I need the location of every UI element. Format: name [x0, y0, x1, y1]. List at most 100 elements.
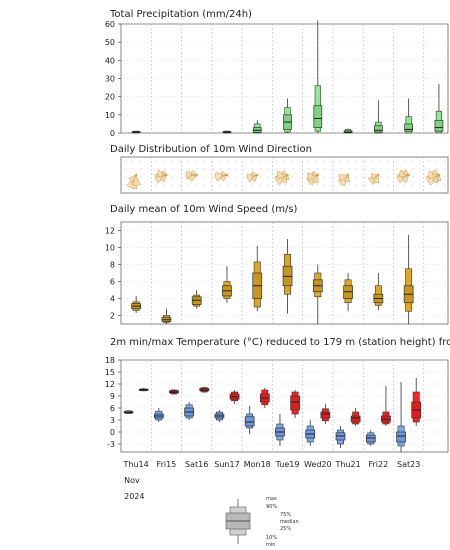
- p25-p75-box: [313, 105, 323, 128]
- bg-dot: [156, 168, 158, 170]
- p25-p75-box: [365, 434, 376, 443]
- y-tick-label: -3: [107, 440, 115, 449]
- bg-dot: [428, 184, 430, 186]
- rose-petal: [220, 174, 228, 182]
- box-9.5: [403, 234, 414, 324]
- bg-dot: [316, 160, 318, 162]
- rose-petal: [188, 174, 198, 182]
- bg-dot: [284, 184, 286, 186]
- panel-3: 2m min/max Temperature (°C) reduced to 1…: [105, 337, 450, 453]
- rose-center: [225, 173, 229, 177]
- y-tick-label: 8: [110, 261, 115, 270]
- bg-dot: [412, 176, 414, 178]
- y-tick-label: 18: [105, 356, 115, 365]
- box-10.5: [434, 83, 444, 134]
- rose-petal: [280, 174, 288, 184]
- rose-center: [377, 173, 380, 177]
- panel-title: Total Precipitation (mm/24h): [109, 9, 252, 20]
- day-label: Wed20: [304, 460, 332, 469]
- bg-dot: [308, 168, 310, 170]
- bg-dot: [292, 176, 294, 178]
- wind-rose-0: [126, 173, 141, 189]
- bg-dot: [172, 184, 174, 186]
- bg-dot: [396, 168, 398, 170]
- bg-dot: [140, 184, 142, 186]
- bg-dot: [180, 168, 182, 170]
- day-label: Tue19: [275, 460, 300, 469]
- bg-dot: [444, 176, 446, 178]
- bg-dot: [340, 160, 342, 162]
- bg-dot: [404, 184, 406, 186]
- bg-dot: [332, 184, 334, 186]
- bg-dot: [356, 184, 358, 186]
- bg-dot: [396, 160, 398, 162]
- bg-dot: [196, 160, 198, 162]
- day-label: Sat23: [397, 460, 420, 469]
- rose-petal: [276, 170, 289, 180]
- bg-dot: [388, 176, 390, 178]
- bg-dot: [292, 168, 294, 170]
- bg-dot: [420, 160, 422, 162]
- rose-petal: [432, 174, 440, 184]
- bg-dot: [324, 168, 326, 170]
- box-3.5: [222, 266, 232, 303]
- box-1.5: [161, 308, 172, 324]
- rose-center: [195, 173, 198, 177]
- y-tick-label: 10: [105, 111, 115, 120]
- box-1.75: [169, 389, 179, 395]
- y-tick-label: 50: [105, 38, 115, 47]
- bg-dot: [356, 160, 358, 162]
- box-3.5: [222, 130, 232, 134]
- bg-dot: [300, 176, 302, 178]
- bg-dot: [140, 168, 142, 170]
- box-0.5: [131, 130, 141, 134]
- bg-dot: [252, 184, 254, 186]
- bg-dot: [180, 160, 182, 162]
- box-8.25: [365, 430, 376, 446]
- rose-petal: [431, 169, 440, 176]
- bg-dot: [180, 176, 182, 178]
- bg-dot: [132, 168, 134, 170]
- bg-dot: [444, 168, 446, 170]
- day-label: Fri22: [369, 460, 389, 469]
- bg-dot: [188, 160, 190, 162]
- rose-petal: [402, 169, 410, 176]
- bg-dot: [236, 160, 238, 162]
- bg-dot: [172, 176, 174, 178]
- bg-dot: [404, 160, 406, 162]
- bg-dot: [212, 184, 214, 186]
- rose-petal: [436, 174, 442, 181]
- day-label: Mon18: [244, 460, 271, 469]
- bg-dot: [380, 160, 382, 162]
- box-8.5: [373, 273, 384, 311]
- wind-rose-4: [246, 171, 259, 183]
- box-7.5: [343, 128, 353, 134]
- box-7.5: [343, 273, 353, 312]
- bg-dot: [388, 160, 390, 162]
- box-7.75: [350, 408, 361, 426]
- box-5.75: [290, 390, 300, 418]
- bg-dot: [188, 184, 190, 186]
- rose-petal: [371, 173, 379, 179]
- wind-rose-3: [215, 170, 229, 182]
- box-4.5: [252, 120, 262, 134]
- bg-dot: [244, 176, 246, 178]
- bg-dot: [420, 184, 422, 186]
- p25-p75-box: [244, 416, 255, 427]
- rose-petal: [160, 174, 167, 182]
- bg-dot: [340, 184, 342, 186]
- bg-dot: [252, 160, 254, 162]
- bg-dot: [156, 184, 158, 186]
- rose-center: [256, 173, 259, 177]
- bg-dot: [436, 184, 438, 186]
- p25-p75-box: [434, 119, 444, 132]
- bg-dot: [444, 184, 446, 186]
- wind-rose-10: [426, 169, 442, 186]
- p25-p75-box: [350, 415, 361, 423]
- bg-dot: [308, 184, 310, 186]
- bg-dot: [364, 160, 366, 162]
- legend-p10: 10%: [266, 535, 277, 541]
- bg-dot: [260, 184, 262, 186]
- bg-dot: [404, 168, 406, 170]
- bg-dot: [340, 168, 342, 170]
